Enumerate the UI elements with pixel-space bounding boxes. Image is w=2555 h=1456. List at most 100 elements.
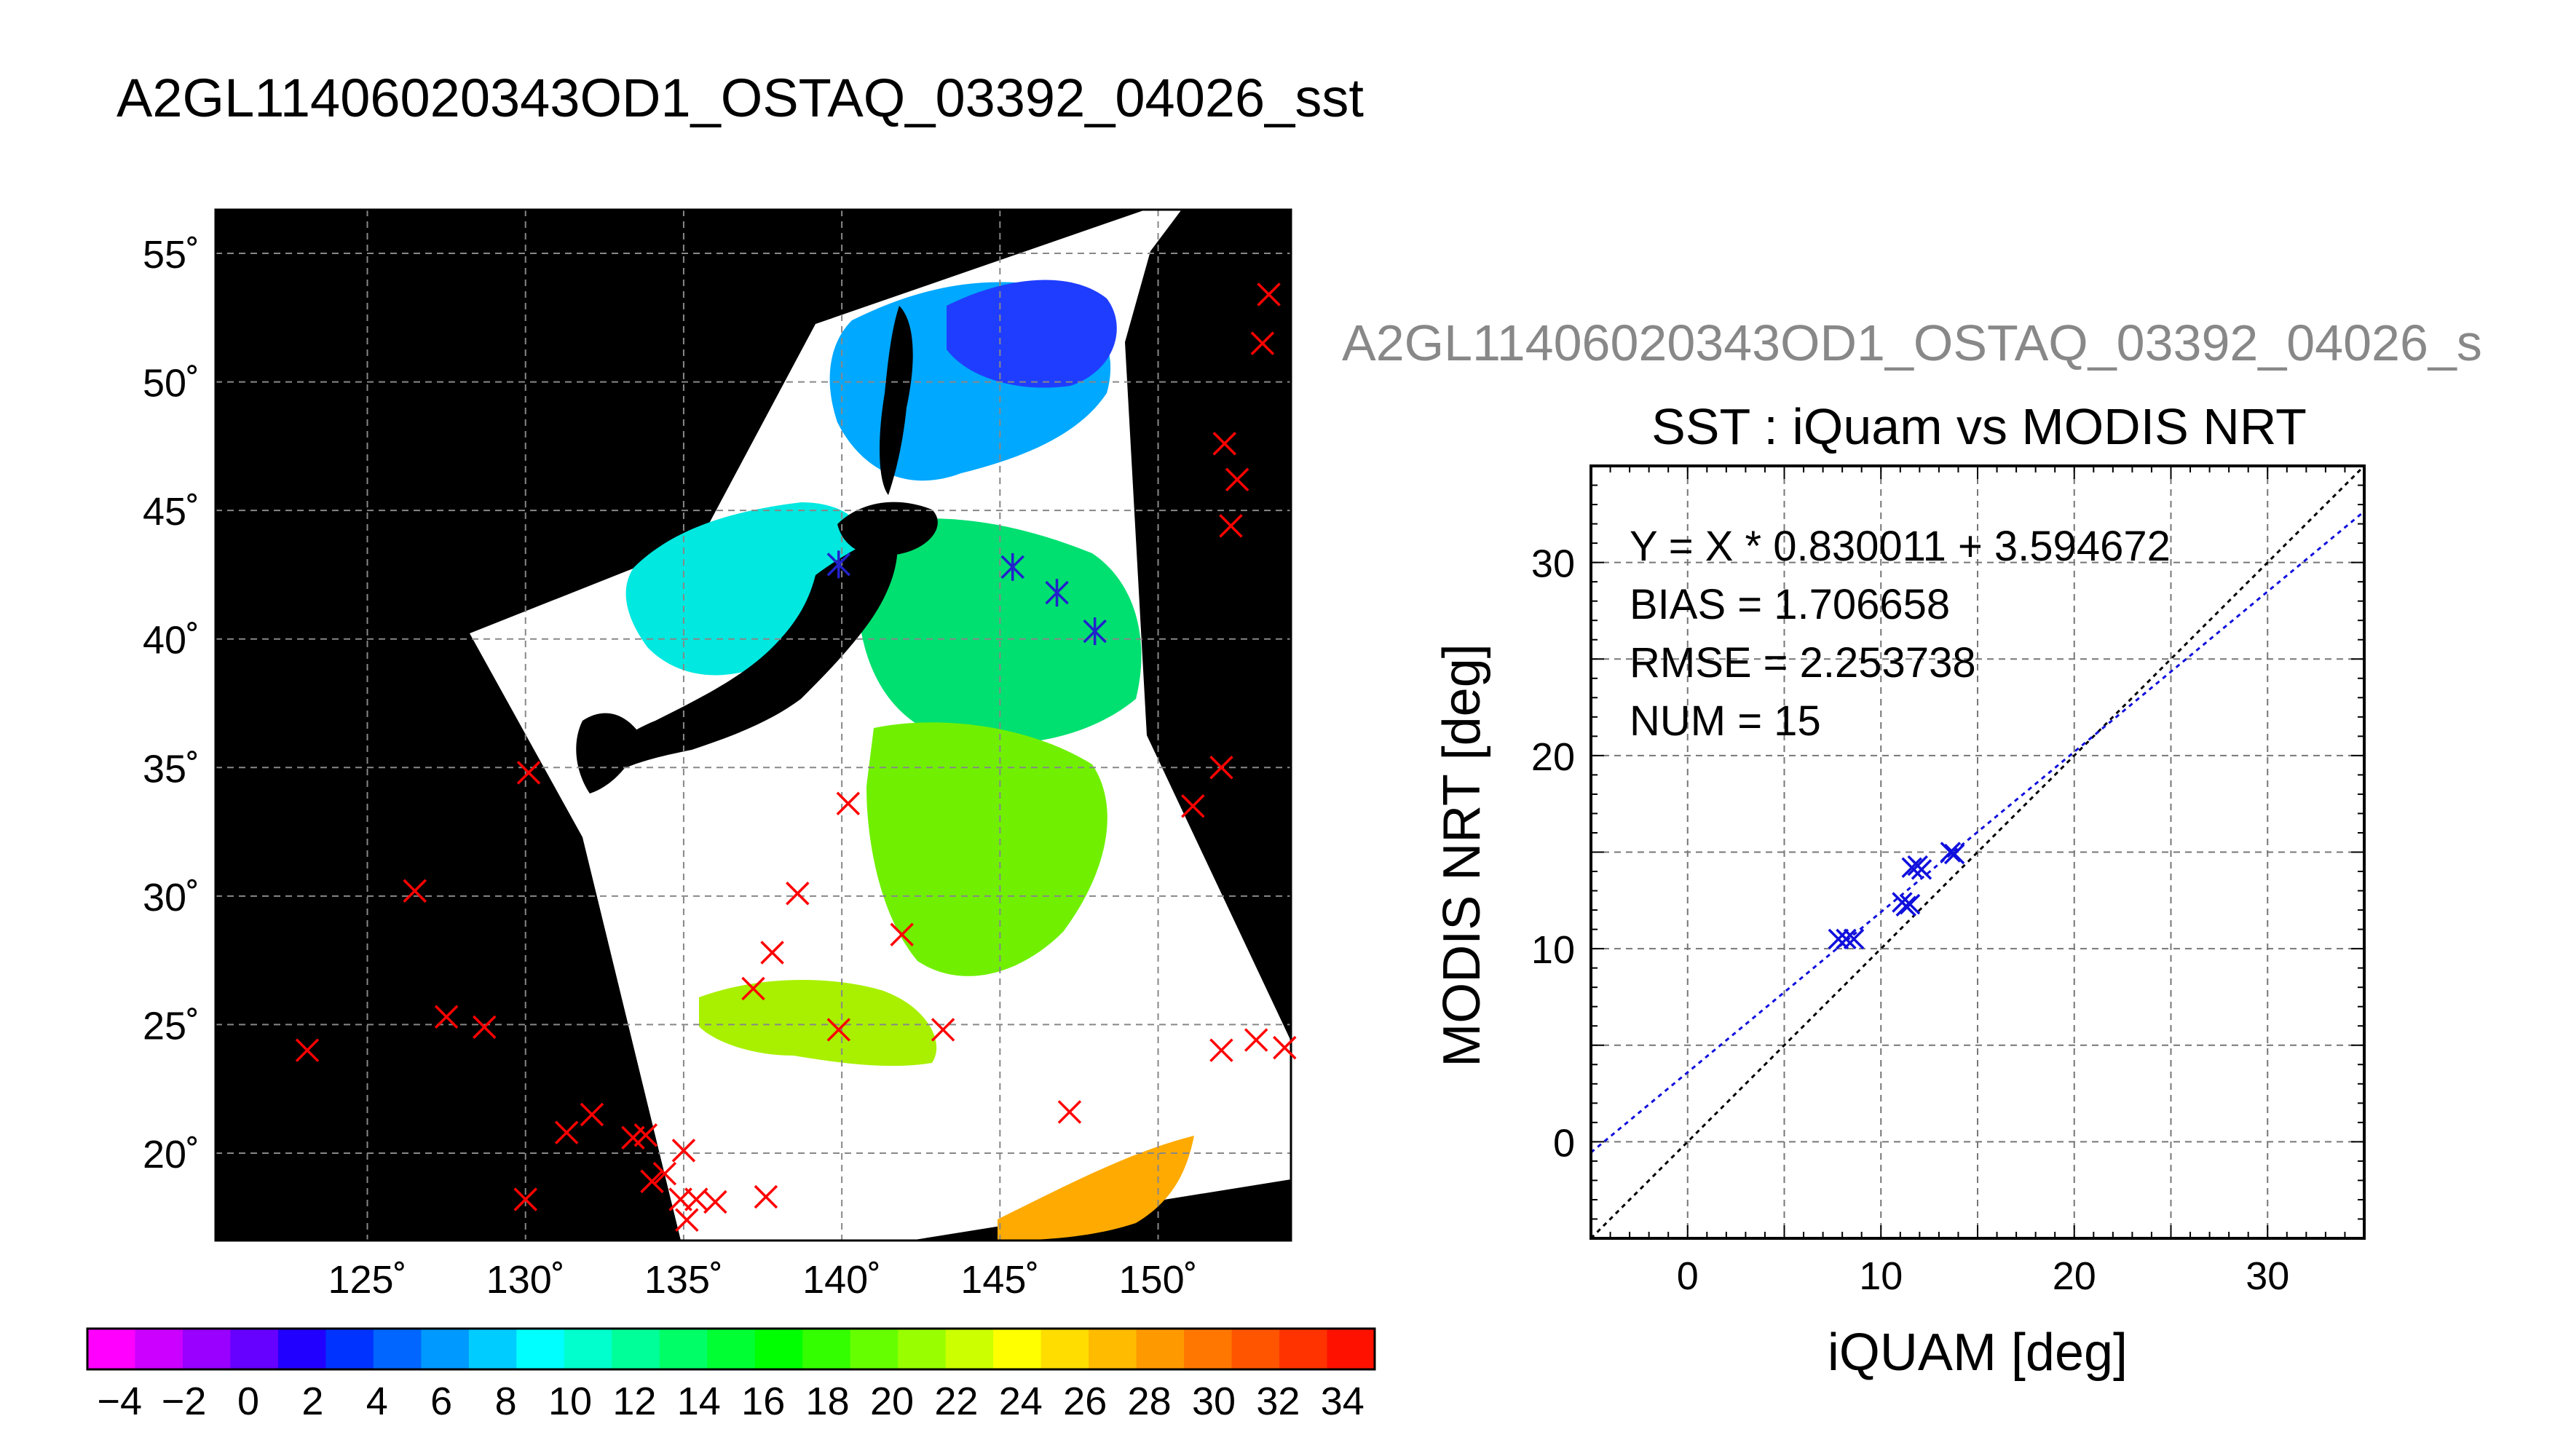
map-matched-marker <box>1045 579 1069 607</box>
scatter-point <box>1899 893 1921 915</box>
colorbar-tick-label: −4 <box>97 1380 142 1423</box>
scatter-minor-ticks <box>1590 465 2365 1239</box>
scatter-gridlines <box>1591 466 2364 1238</box>
map-marker <box>434 1005 459 1029</box>
map-marker <box>516 761 541 785</box>
map-lat-tick-labels: 55˚ 50˚ 45˚ 40˚ 35˚ 30˚ 25˚ 20˚ <box>143 233 200 1176</box>
colorbar-cell <box>1040 1329 1090 1369</box>
colorbar-tick-label: 0 <box>237 1380 259 1423</box>
map-marker <box>1057 1100 1082 1124</box>
scatter-point <box>1895 895 1917 917</box>
sst-region-warm-patch <box>699 980 937 1067</box>
colorbar-cell <box>1327 1329 1375 1369</box>
map-lat-tick-label: 30˚ <box>143 876 200 919</box>
map-marker <box>754 1184 778 1209</box>
map-matched-marker <box>826 550 851 579</box>
colorbar-cell <box>230 1329 279 1369</box>
colorbar-tick-label: 34 <box>1321 1380 1365 1423</box>
colorbar-tick-label: 6 <box>430 1380 452 1423</box>
map-matched-marker <box>1083 617 1107 646</box>
colorbar-tick-label: 18 <box>806 1380 850 1423</box>
scatter-x-tick-label: 30 <box>2246 1254 2289 1298</box>
colorbar-tick-label: 4 <box>366 1380 388 1423</box>
map-marker <box>554 1120 579 1144</box>
colorbar-cell <box>564 1329 613 1369</box>
colorbar-cell <box>850 1329 899 1369</box>
scatter-point <box>1943 843 1965 865</box>
map-lon-tick-labels: 125˚ 130˚ 135˚ 140˚ 145˚ 150˚ <box>328 1258 1197 1302</box>
scatter-x-tick-labels: 0 10 20 30 <box>1677 1254 2290 1298</box>
colorbar-tick-label: 20 <box>870 1380 914 1423</box>
map-lon-tick-label: 145˚ <box>960 1258 1039 1302</box>
map-marker <box>1212 432 1237 456</box>
colorbar-cell <box>1231 1329 1281 1369</box>
map-marker <box>295 1038 320 1062</box>
stats-block: Y = X * 0.830011 + 3.594672 BIAS = 1.706… <box>1630 523 2171 745</box>
map-marker <box>890 922 914 947</box>
identity-line <box>1591 466 2364 1238</box>
scatter-overlay-title: A2GL11406020343OD1_OSTAQ_03392_04026_s <box>1342 314 2482 371</box>
map-marker <box>1273 1035 1297 1060</box>
scatter-y-tick-labels: 30 20 10 0 <box>1531 542 1575 1166</box>
colorbar-tick-label: 16 <box>741 1380 785 1423</box>
colorbar-tick-label: 10 <box>548 1380 592 1423</box>
map-marker <box>473 1015 497 1040</box>
map-marker <box>1181 794 1205 818</box>
map-marker <box>703 1190 727 1214</box>
colorbar-cell <box>898 1329 947 1369</box>
map-lon-tick-label: 150˚ <box>1119 1258 1198 1302</box>
stats-fit: Y = X * 0.830011 + 3.594672 <box>1630 523 2171 570</box>
colorbar-cell <box>182 1329 232 1369</box>
stats-bias: BIAS = 1.706658 <box>1630 581 1950 628</box>
map-marker <box>1209 1038 1233 1062</box>
colorbar-cell <box>87 1329 136 1369</box>
colorbar-tick-label: 32 <box>1256 1380 1300 1423</box>
scatter-point <box>1836 928 1857 950</box>
colorbar-cell <box>754 1329 804 1369</box>
map-marker <box>1244 1028 1268 1052</box>
map-marker <box>1257 282 1281 306</box>
map-marker <box>633 1123 658 1147</box>
colorbar-cell <box>1184 1329 1233 1369</box>
scatter-x-tick-label: 10 <box>1859 1254 1903 1298</box>
colorbar-cell <box>802 1329 851 1369</box>
map-marker <box>826 1018 851 1042</box>
colorbar-cell <box>516 1329 565 1369</box>
scatter-x-tick-label: 20 <box>2053 1254 2096 1298</box>
map-marker <box>640 1169 664 1194</box>
map-lat-tick-label: 20˚ <box>143 1133 200 1176</box>
scatter-y-label: MODIS NRT [deg] <box>1433 644 1491 1067</box>
sst-region-tropical <box>998 1136 1194 1241</box>
map-matched-marker <box>1000 553 1024 581</box>
map-lon-tick-label: 125˚ <box>328 1258 406 1302</box>
map-lat-tick-label: 25˚ <box>143 1004 200 1048</box>
colorbar-cell <box>1279 1329 1328 1369</box>
colorbar-cell <box>993 1329 1042 1369</box>
map-marker <box>580 1102 604 1127</box>
scatter-point <box>1911 859 1932 880</box>
sst-region-okhotsk <box>947 280 1117 388</box>
colorbar-cell <box>945 1329 995 1369</box>
scatter-x-label: iQUAM [deg] <box>1828 1324 2128 1382</box>
map-marker <box>1219 514 1243 538</box>
map-lon-tick-label: 130˚ <box>486 1258 565 1302</box>
land-hokkaido <box>837 502 938 556</box>
colorbar-cell <box>468 1329 518 1369</box>
map-lat-tick-label: 55˚ <box>143 233 200 277</box>
scatter-point <box>1940 842 1962 863</box>
scatter-points <box>1828 842 1965 950</box>
map-marker <box>1225 467 1249 492</box>
land-japan <box>603 531 898 779</box>
map-marker <box>741 976 765 1001</box>
land-sakhalin <box>880 306 913 495</box>
map-frame <box>214 208 1292 1242</box>
colorbar-cells <box>87 1329 1375 1369</box>
map-marker <box>786 882 810 906</box>
sst-map-panel: 55˚ 50˚ 45˚ 40˚ 35˚ 30˚ 25˚ 20˚ 125˚ 130˚ 135˚ 140… <box>143 208 1297 1302</box>
map-marker <box>760 941 784 965</box>
map-marker <box>684 1187 708 1211</box>
swath-cloud-area <box>470 210 1291 1241</box>
colorbar-tick-label: 28 <box>1128 1380 1172 1423</box>
stats-rmse: RMSE = 2.253738 <box>1630 639 1976 687</box>
map-gridlines <box>216 210 1291 1241</box>
